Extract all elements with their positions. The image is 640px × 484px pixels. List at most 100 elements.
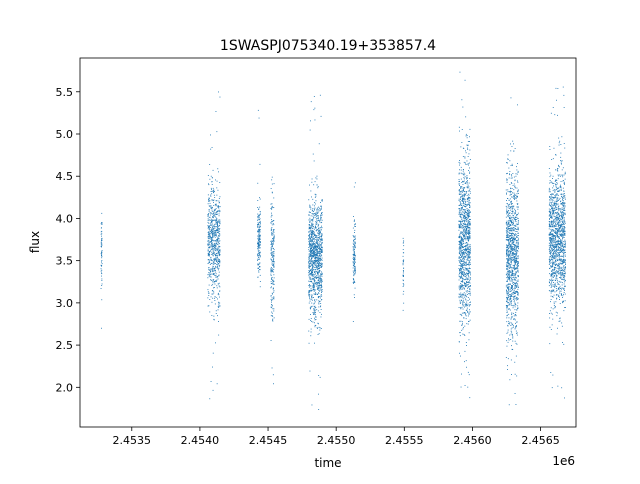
data-point (560, 258, 562, 260)
data-point (551, 216, 553, 218)
data-point (506, 309, 508, 311)
data-point (513, 257, 515, 258)
data-point (312, 273, 314, 275)
data-point (548, 235, 550, 236)
data-point (514, 185, 516, 187)
data-point (512, 237, 514, 239)
data-point (218, 261, 220, 263)
data-point (312, 256, 314, 257)
data-point (511, 200, 512, 202)
data-point (462, 254, 464, 255)
data-point (309, 285, 311, 287)
data-point (215, 221, 217, 223)
data-point (218, 207, 220, 209)
data-point (511, 322, 512, 324)
data-point (461, 299, 462, 301)
data-point (317, 269, 319, 270)
data-point (319, 276, 321, 278)
data-point (510, 165, 512, 166)
data-point (465, 265, 467, 267)
data-point (462, 245, 464, 247)
data-point (548, 242, 550, 244)
data-point (467, 310, 468, 312)
data-point (100, 231, 102, 233)
data-point (512, 236, 514, 238)
data-point (320, 229, 322, 231)
data-point (311, 281, 312, 283)
data-point (507, 258, 508, 260)
data-point (514, 228, 516, 229)
data-point (208, 236, 210, 238)
data-point (212, 263, 214, 265)
data-point (320, 279, 322, 281)
data-point (460, 308, 462, 310)
data-point (257, 230, 259, 232)
data-point (212, 213, 214, 215)
data-point (512, 260, 514, 261)
data-point (310, 285, 312, 287)
data-point (460, 307, 462, 309)
data-point (272, 293, 273, 295)
data-point (468, 200, 470, 202)
data-point (462, 239, 464, 241)
data-point (310, 236, 312, 238)
data-point (551, 204, 553, 206)
data-point (507, 297, 509, 299)
data-point (556, 236, 558, 238)
data-point (553, 237, 554, 239)
data-point (516, 284, 518, 286)
data-point (464, 269, 466, 271)
data-point (271, 257, 273, 258)
data-point (210, 191, 212, 192)
data-point (273, 280, 275, 282)
data-point (211, 315, 213, 316)
data-point (458, 189, 460, 191)
data-point (311, 233, 312, 235)
data-point (208, 272, 210, 273)
data-point (273, 240, 275, 242)
data-point (207, 216, 209, 217)
data-point (215, 231, 216, 233)
data-point (514, 268, 516, 270)
data-point (314, 252, 315, 254)
data-point (469, 304, 470, 306)
data-point (462, 190, 464, 192)
data-point (511, 348, 513, 350)
data-point (564, 268, 566, 270)
data-point (465, 217, 467, 219)
data-point (511, 217, 513, 219)
data-point (319, 234, 321, 236)
data-point (507, 264, 509, 266)
data-point (460, 236, 462, 238)
data-point (562, 275, 564, 277)
data-point (310, 335, 312, 337)
data-point (314, 237, 315, 239)
data-point (464, 350, 466, 352)
data-point (462, 272, 464, 274)
data-point (464, 231, 466, 233)
data-point (509, 228, 510, 230)
data-point (313, 234, 315, 236)
data-point (462, 188, 464, 190)
data-point (517, 191, 519, 193)
data-point (259, 258, 260, 260)
data-point (352, 246, 354, 247)
data-point (320, 254, 322, 256)
data-point (273, 239, 274, 241)
data-point (468, 203, 470, 205)
data-point (560, 181, 562, 182)
data-point (517, 298, 519, 300)
data-point (564, 212, 566, 214)
data-point (458, 285, 460, 287)
data-point (465, 286, 467, 288)
data-point (459, 237, 461, 238)
data-point (511, 274, 513, 276)
data-point (212, 251, 214, 253)
data-point (460, 273, 462, 274)
data-point (553, 220, 555, 222)
data-point (403, 280, 404, 282)
data-point (207, 291, 209, 293)
data-point (469, 311, 471, 313)
data-point (314, 326, 316, 328)
data-point (517, 261, 519, 262)
